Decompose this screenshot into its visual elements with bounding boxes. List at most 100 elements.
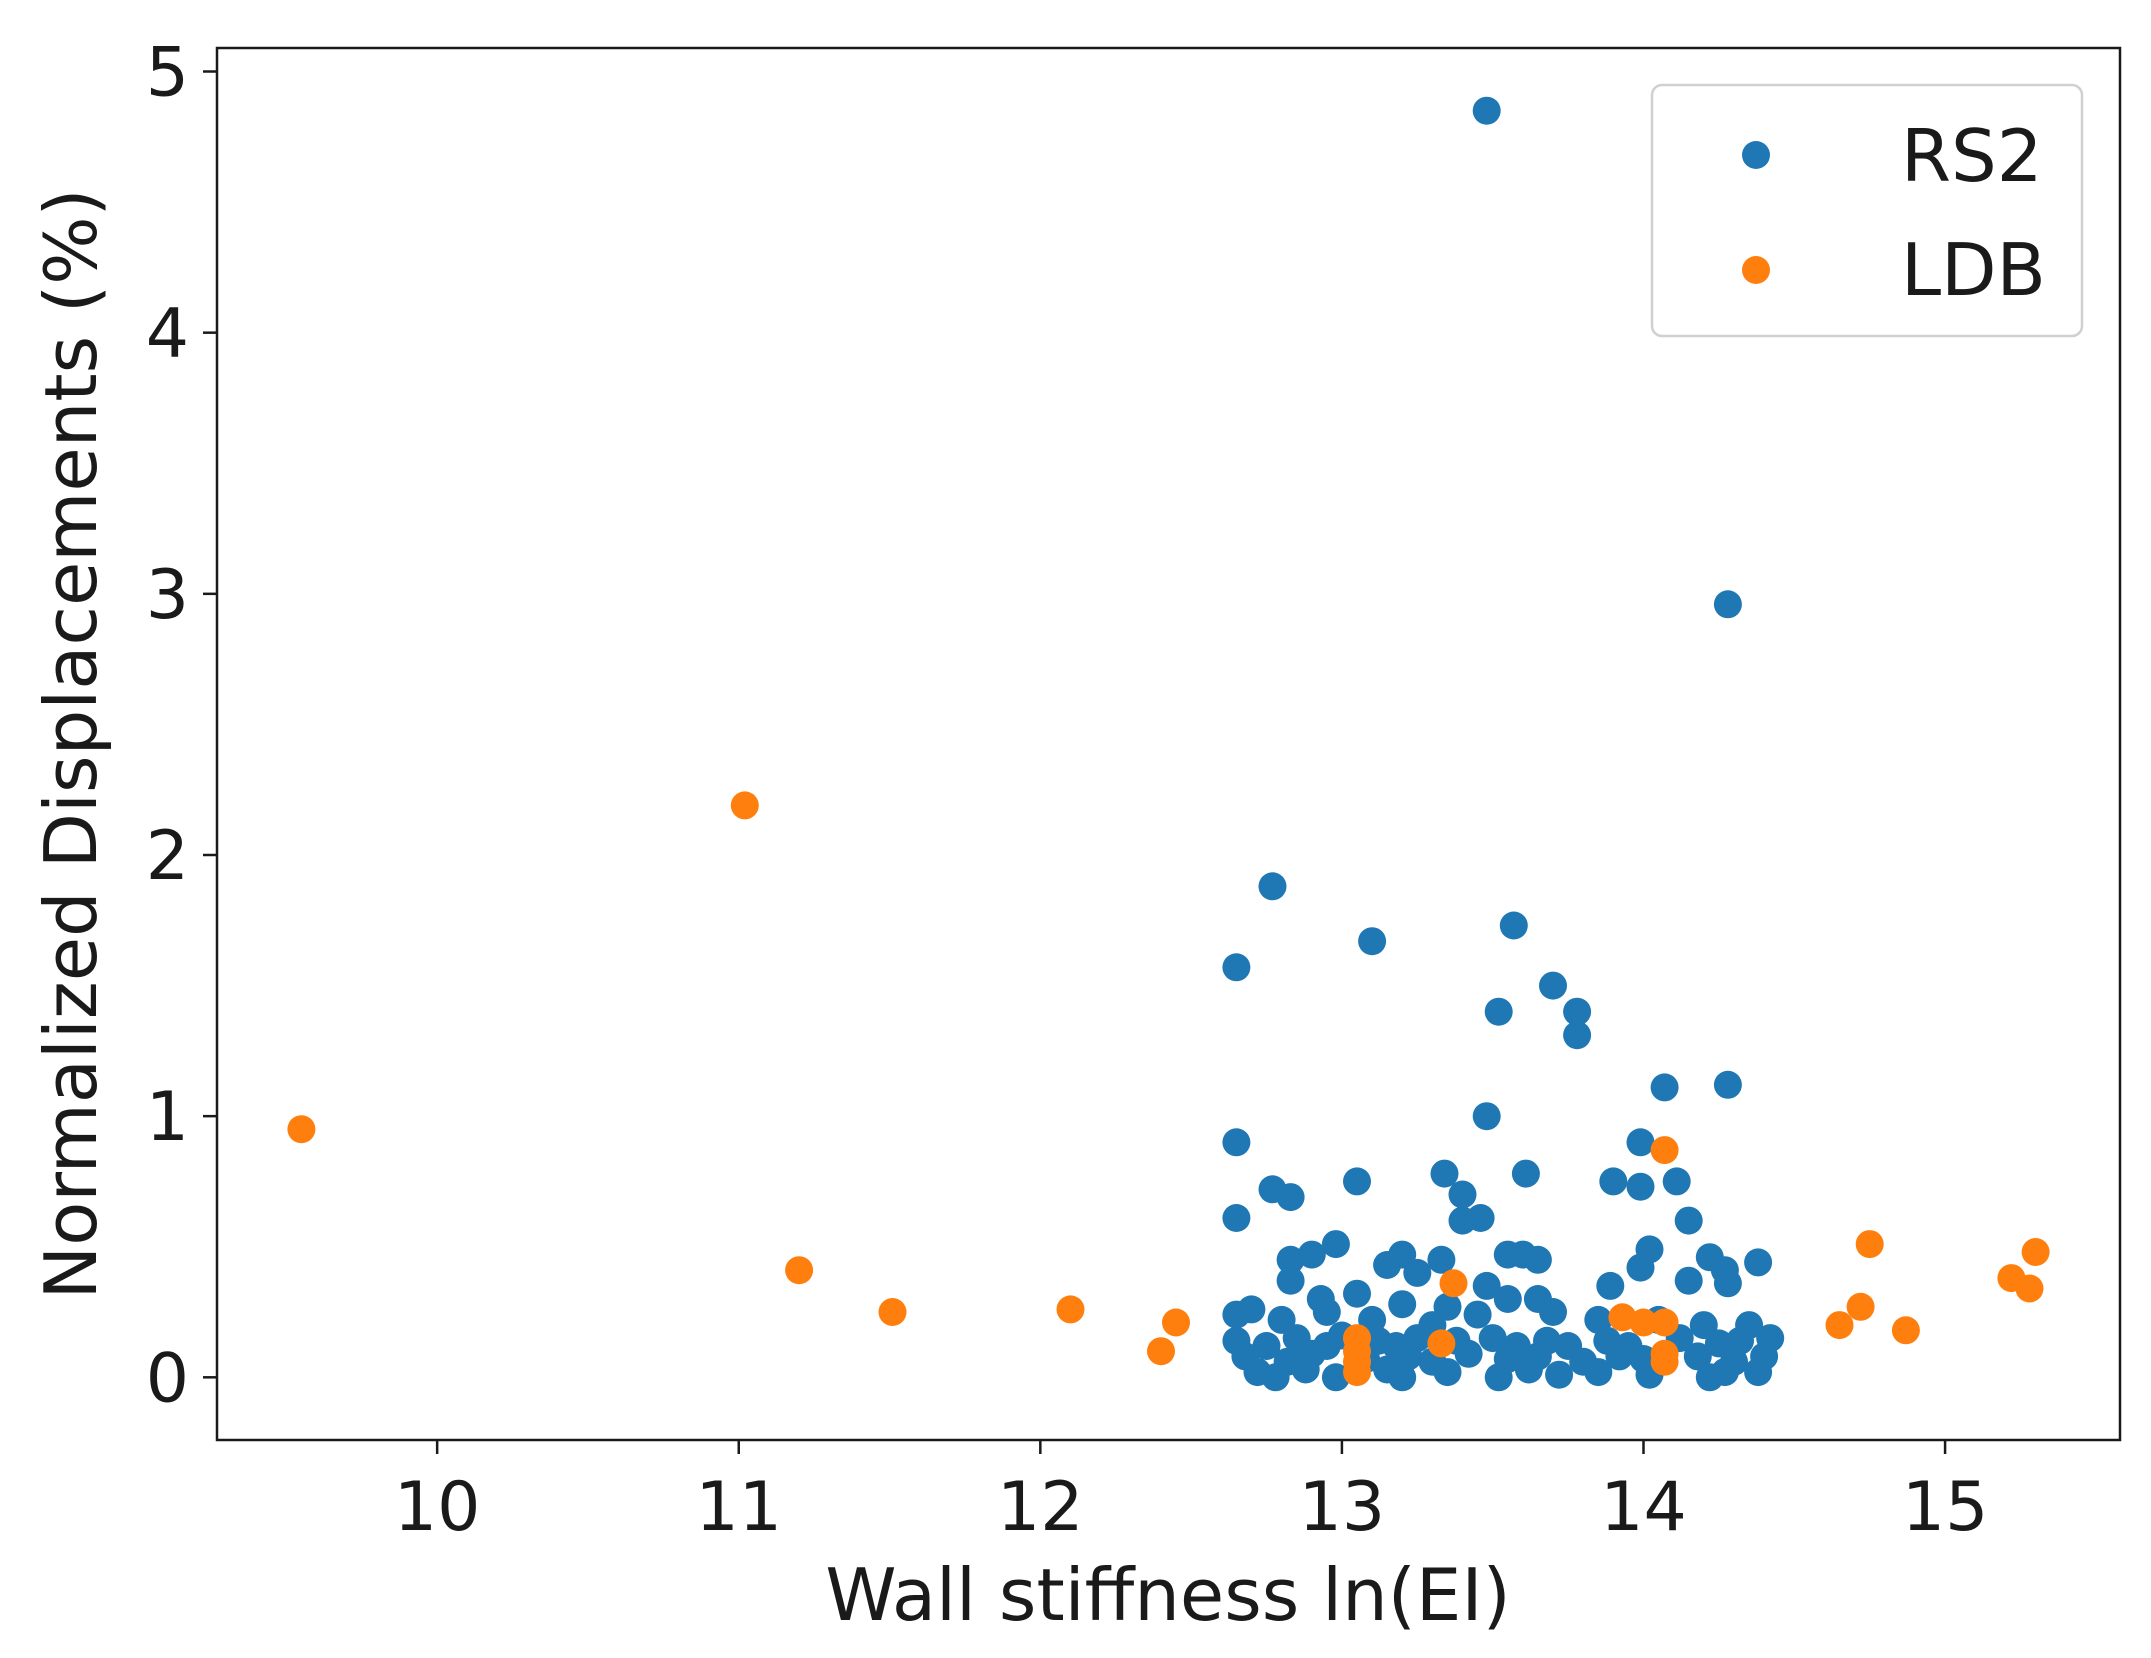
data-point-rs2	[1463, 1300, 1492, 1329]
data-point-rs2	[1291, 1355, 1320, 1384]
data-point-rs2	[1222, 953, 1251, 982]
data-point-ldb	[730, 791, 759, 820]
data-point-rs2	[1523, 1245, 1552, 1274]
data-point-rs2	[1545, 1360, 1574, 1389]
data-point-ldb	[1650, 1308, 1679, 1337]
x-tick-label: 15	[1902, 1468, 1989, 1547]
plot-frame	[215, 46, 2122, 1442]
data-point-rs2	[1388, 1290, 1417, 1319]
data-point-rs2	[1493, 1285, 1522, 1313]
data-point-rs2	[1605, 1342, 1634, 1371]
data-point-rs2	[1674, 1266, 1703, 1295]
data-point-ldb	[1162, 1308, 1190, 1337]
legend-label-ldb: LDB	[1901, 228, 2046, 312]
x-tick-label: 14	[1600, 1468, 1687, 1547]
data-point-ldb	[1650, 1136, 1679, 1165]
x-tick-label: 13	[1299, 1468, 1386, 1547]
data-point-rs2	[1662, 1167, 1691, 1196]
data-point-rs2	[1222, 1128, 1251, 1157]
data-point-rs2	[1563, 1021, 1592, 1050]
data-point-ldb	[1846, 1292, 1875, 1321]
data-point-ldb	[1855, 1230, 1884, 1259]
data-point-rs2	[1683, 1342, 1712, 1371]
data-point-ldb	[1343, 1358, 1371, 1387]
data-point-ldb	[1825, 1311, 1854, 1340]
data-point-ldb	[1891, 1316, 1920, 1345]
data-point-ldb	[1056, 1295, 1085, 1324]
data-point-rs2	[1626, 1172, 1655, 1201]
series-ldb	[287, 791, 2050, 1387]
data-point-ldb	[2021, 1238, 2050, 1266]
data-point-rs2	[1511, 1159, 1540, 1188]
y-tick-label: 4	[146, 295, 189, 374]
data-point-rs2	[1744, 1248, 1773, 1277]
data-point-rs2	[1596, 1271, 1625, 1300]
data-point-rs2	[1584, 1358, 1613, 1387]
x-axis: 10 11 12 13 14 15	[394, 1440, 1988, 1547]
data-point-rs2	[1454, 1339, 1483, 1368]
data-point-rs2	[1237, 1295, 1266, 1324]
data-point-rs2	[1222, 1204, 1251, 1232]
legend-marker-ldb	[1742, 256, 1770, 284]
data-point-rs2	[1713, 1070, 1742, 1099]
data-point-ldb	[1147, 1337, 1175, 1366]
data-point-rs2	[1484, 997, 1513, 1026]
data-point-rs2	[1427, 1245, 1456, 1274]
data-point-rs2	[1321, 1363, 1350, 1392]
data-point-ldb	[287, 1115, 316, 1144]
data-point-rs2	[1563, 997, 1592, 1026]
y-tick-label: 5	[146, 34, 189, 113]
data-point-rs2	[1650, 1073, 1679, 1102]
data-point-rs2	[1539, 1298, 1567, 1326]
data-point-rs2	[1276, 1245, 1305, 1274]
legend-marker-rs2	[1742, 141, 1770, 169]
data-point-ldb	[785, 1256, 814, 1285]
data-point-rs2	[1599, 1167, 1628, 1196]
data-point-rs2	[1626, 1128, 1655, 1157]
data-point-rs2	[1252, 1332, 1281, 1360]
plot-area	[287, 96, 2050, 1392]
data-point-rs2	[1448, 1206, 1477, 1235]
data-point-rs2	[1472, 1271, 1501, 1300]
data-point-ldb	[2015, 1274, 2044, 1303]
x-axis-label: Wall stiffness ln(EI)	[825, 1553, 1510, 1637]
data-point-rs2	[1343, 1167, 1371, 1196]
data-point-rs2	[1584, 1305, 1613, 1334]
data-point-rs2	[1297, 1240, 1326, 1269]
data-point-ldb	[1650, 1347, 1679, 1376]
data-point-rs2	[1276, 1183, 1305, 1212]
data-point-rs2	[1403, 1258, 1432, 1287]
data-point-rs2	[1258, 872, 1287, 901]
data-point-rs2	[1626, 1253, 1655, 1282]
x-tick-label: 11	[695, 1468, 782, 1547]
y-tick-label: 0	[146, 1339, 189, 1418]
data-point-rs2	[1472, 96, 1501, 125]
data-point-rs2	[1713, 590, 1742, 619]
data-point-rs2	[1484, 1363, 1513, 1392]
data-point-rs2	[1358, 927, 1387, 956]
data-point-rs2	[1261, 1363, 1290, 1392]
data-point-rs2	[1710, 1358, 1739, 1387]
x-tick-label: 10	[394, 1468, 481, 1547]
data-point-ldb	[1427, 1329, 1456, 1358]
data-point-ldb	[1608, 1303, 1637, 1332]
data-point-ldb	[1439, 1269, 1468, 1298]
legend-label-rs2: RS2	[1901, 114, 2043, 198]
data-point-rs2	[1276, 1266, 1305, 1295]
data-point-rs2	[1388, 1363, 1417, 1392]
data-point-rs2	[1430, 1159, 1459, 1188]
y-axis: 0 1 2 3 4 5	[146, 34, 217, 1418]
data-point-rs2	[1539, 971, 1567, 1000]
data-point-rs2	[1499, 911, 1528, 940]
data-point-ldb	[878, 1298, 907, 1326]
data-point-rs2	[1713, 1269, 1742, 1298]
y-tick-label: 2	[146, 817, 189, 896]
series-rs2	[1222, 96, 1785, 1392]
data-point-rs2	[1321, 1230, 1350, 1259]
x-tick-label: 12	[997, 1468, 1084, 1547]
legend: RS2 LDB	[1650, 83, 2084, 338]
data-point-rs2	[1478, 1324, 1507, 1353]
y-axis-label: Normalized Displacements (%)	[29, 188, 113, 1299]
data-point-rs2	[1448, 1180, 1477, 1209]
y-tick-label: 3	[146, 556, 189, 635]
